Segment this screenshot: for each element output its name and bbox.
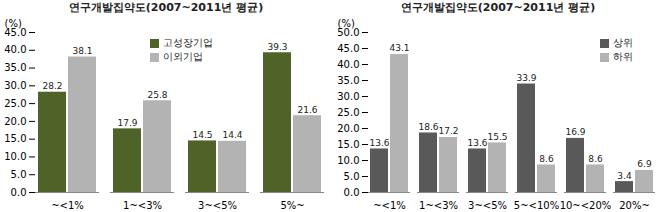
svg-text:33.9: 33.9	[516, 73, 536, 83]
html-text:연구개발집약도(2007~2011년 평균): 연구개발집약도(2007~2011년 평균)	[400, 1, 596, 14]
svg-text:45.0: 45.0	[4, 26, 27, 38]
svg-text:20.0: 20.0	[337, 123, 359, 134]
svg-text:8.6: 8.6	[588, 154, 603, 164]
svg-text:38.1: 38.1	[72, 46, 92, 56]
html-text:이외기업: 이외기업	[163, 51, 203, 62]
svg-text:3.4: 3.4	[617, 171, 632, 181]
svg-text:45.0: 45.0	[337, 43, 359, 54]
svg-text:28.2: 28.2	[42, 81, 62, 91]
svg-text:15.5: 15.5	[487, 132, 507, 142]
svg-text:20%~: 20%~	[619, 200, 650, 211]
html-text:하위: 하위	[613, 51, 633, 62]
svg-text:21.6: 21.6	[297, 105, 317, 115]
svg-text:10.0: 10.0	[337, 155, 359, 166]
svg-text:10.0: 10.0	[4, 151, 26, 162]
svg-text:17.2: 17.2	[438, 126, 458, 136]
svg-text:30.0: 30.0	[4, 80, 26, 91]
svg-text:(%): (%)	[5, 18, 22, 29]
svg-text:5.0: 5.0	[344, 171, 360, 182]
svg-text:18.6: 18.6	[418, 122, 438, 132]
svg-text:3~<5%: 3~<5%	[198, 200, 237, 211]
svg-text:~<1%: ~<1%	[373, 200, 406, 211]
svg-text:15.0: 15.0	[337, 139, 359, 150]
svg-text:25.8: 25.8	[147, 90, 167, 100]
svg-text:43.1: 43.1	[389, 43, 409, 53]
svg-text:0.0: 0.0	[11, 187, 27, 198]
svg-text:25.0: 25.0	[4, 98, 26, 109]
svg-text:~<1%: ~<1%	[51, 200, 84, 211]
svg-text:39.3: 39.3	[267, 42, 287, 52]
svg-text:13.6: 13.6	[467, 138, 487, 148]
svg-text:5.0: 5.0	[11, 169, 27, 180]
svg-text:25.0: 25.0	[337, 107, 359, 118]
svg-text:14.5: 14.5	[192, 130, 212, 140]
svg-text:1~<3%: 1~<3%	[419, 200, 458, 211]
svg-text:3~<5%: 3~<5%	[468, 200, 507, 211]
html-text:연구개발집약도(2007~2011년 평균): 연구개발집약도(2007~2011년 평균)	[68, 1, 264, 14]
html-text:상위: 상위	[613, 37, 633, 48]
svg-text:40.0: 40.0	[4, 44, 26, 55]
svg-text:5~<10%: 5~<10%	[514, 200, 559, 211]
svg-text:5%~: 5%~	[280, 200, 304, 211]
svg-text:40.0: 40.0	[337, 59, 359, 70]
svg-text:14.4: 14.4	[222, 130, 242, 140]
svg-text:50.0: 50.0	[337, 26, 360, 38]
svg-text:0.0: 0.0	[344, 187, 360, 198]
svg-text:16.9: 16.9	[565, 127, 585, 137]
svg-text:8.6: 8.6	[539, 154, 554, 164]
svg-text:10~<20%: 10~<20%	[560, 200, 612, 211]
svg-text:6.9: 6.9	[637, 159, 652, 169]
svg-text:15.0: 15.0	[4, 133, 26, 144]
html-text:고성장기업: 고성장기업	[163, 37, 213, 48]
svg-text:35.0: 35.0	[4, 62, 26, 73]
svg-text:20.0: 20.0	[4, 116, 26, 127]
svg-text:13.6: 13.6	[369, 138, 389, 148]
svg-text:17.9: 17.9	[117, 118, 137, 128]
svg-text:35.0: 35.0	[337, 75, 359, 86]
svg-text:30.0: 30.0	[337, 91, 359, 102]
svg-text:1~<3%: 1~<3%	[123, 200, 162, 211]
svg-text:(%): (%)	[338, 18, 355, 29]
